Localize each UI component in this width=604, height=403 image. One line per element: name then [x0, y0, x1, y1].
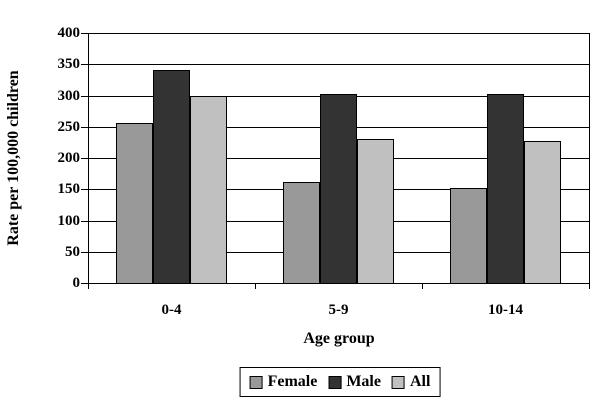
y-tick-0	[81, 283, 88, 284]
y-tick-350	[81, 64, 88, 66]
y-tick-300	[81, 95, 88, 97]
y-tick-400	[81, 33, 88, 34]
bar-male-5-9	[319, 93, 358, 284]
y-tick-label-100: 100	[57, 212, 81, 229]
bar-all-10-14	[524, 140, 562, 284]
legend: Female Male All	[239, 367, 441, 397]
x-tick-0	[88, 284, 89, 289]
y-tick-label-400: 400	[57, 25, 81, 41]
bar-all-0-4	[190, 96, 228, 284]
legend-label-male: Male	[346, 373, 381, 390]
bar-all-5-9	[357, 138, 395, 284]
y-tick-250	[81, 126, 88, 128]
y-tick-label-0: 0	[72, 275, 81, 291]
x-tick-2	[422, 284, 423, 289]
gridline-350	[88, 64, 589, 66]
bar-female-0-4	[115, 123, 153, 284]
legend-swatch-female	[249, 375, 263, 389]
y-tick-label-200: 200	[57, 150, 81, 166]
y-tick-label-150: 150	[57, 181, 81, 198]
y-tick-150	[81, 189, 88, 191]
legend-swatch-male	[328, 375, 342, 389]
legend-item-male: Male	[328, 373, 381, 391]
bar-male-0-4	[152, 69, 191, 284]
y-tick-label-300: 300	[57, 87, 81, 104]
legend-item-all: All	[391, 373, 431, 391]
x-axis-title: Age group	[303, 330, 375, 347]
category-label-5-9: 5-9	[328, 302, 349, 318]
x-tick-3	[589, 284, 590, 289]
legend-label-female: Female	[267, 373, 318, 390]
legend-swatch-all	[391, 375, 405, 389]
y-tick-200	[81, 158, 88, 159]
legend-item-female: Female	[249, 373, 318, 391]
category-label-10-14: 10-14	[488, 302, 523, 318]
y-tick-label-250: 250	[57, 118, 81, 135]
bar-female-10-14	[449, 188, 487, 284]
y-tick-label-50: 50	[65, 243, 80, 260]
legend-label-all: All	[409, 373, 431, 390]
y-tick-label-350: 350	[57, 56, 81, 73]
bar-female-5-9	[282, 182, 320, 284]
y-tick-50	[81, 251, 88, 253]
y-tick-100	[81, 220, 88, 222]
y-axis-title: Rate per 100,000 children	[5, 70, 22, 246]
x-tick-1	[255, 284, 256, 289]
bar-male-10-14	[486, 93, 525, 284]
category-label-0-4: 0-4	[161, 302, 182, 318]
